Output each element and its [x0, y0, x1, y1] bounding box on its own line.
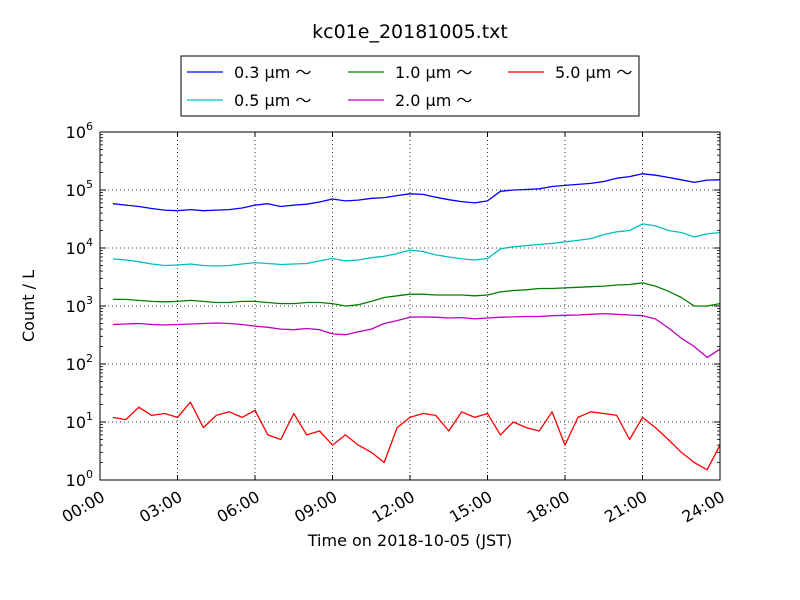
legend-label-2: 1.0 μm ～ [395, 63, 472, 82]
series-line-4 [112, 401, 720, 471]
series-line-2 [112, 282, 720, 307]
y-tick-base: 10 [66, 471, 86, 490]
y-tick-exponent: 1 [86, 410, 93, 423]
legend-label-0: 0.3 μm ～ [234, 63, 311, 82]
y-tick-label: 104 [66, 236, 93, 258]
y-tick-label: 100 [66, 468, 93, 490]
y-tick-label: 103 [66, 294, 93, 316]
x-axis-label: Time on 2018-10-05 (JST) [307, 531, 512, 550]
series-line-0 [112, 173, 720, 212]
y-tick-base: 10 [66, 297, 86, 316]
chart-title: kc01e_20181005.txt [312, 21, 508, 43]
y-tick-base: 10 [66, 239, 86, 258]
grid [100, 132, 720, 480]
y-tick-exponent: 6 [86, 120, 93, 133]
y-tick-base: 10 [66, 181, 86, 200]
y-tick-label: 106 [66, 120, 93, 142]
y-tick-label: 101 [66, 410, 93, 432]
legend: 0.3 μm ～ 0.5 μm ～ 1.0 μm ～ 2.0 μm ～ 5.0 μm ～ [180, 55, 640, 117]
series-lines [112, 173, 720, 471]
legend-label-4: 5.0 μm ～ [555, 63, 632, 82]
y-tick-base: 10 [66, 355, 86, 374]
y-tick-exponent: 5 [86, 178, 93, 191]
legend-label-1: 0.5 μm ～ [234, 91, 311, 110]
y-axis-label: Count / L [19, 270, 38, 342]
y-tick-exponent: 2 [86, 352, 93, 365]
y-tick-base: 10 [66, 123, 86, 142]
y-tick-label: 105 [66, 178, 93, 200]
y-tick-exponent: 0 [86, 468, 93, 481]
legend-box [180, 55, 640, 117]
y-tick-exponent: 3 [86, 294, 93, 307]
legend-label-3: 2.0 μm ～ [395, 91, 472, 110]
y-tick-base: 10 [66, 413, 86, 432]
series-line-1 [112, 223, 720, 267]
y-tick-label: 102 [66, 352, 93, 374]
y-tick-exponent: 4 [86, 236, 93, 249]
series-line-3 [112, 312, 720, 359]
